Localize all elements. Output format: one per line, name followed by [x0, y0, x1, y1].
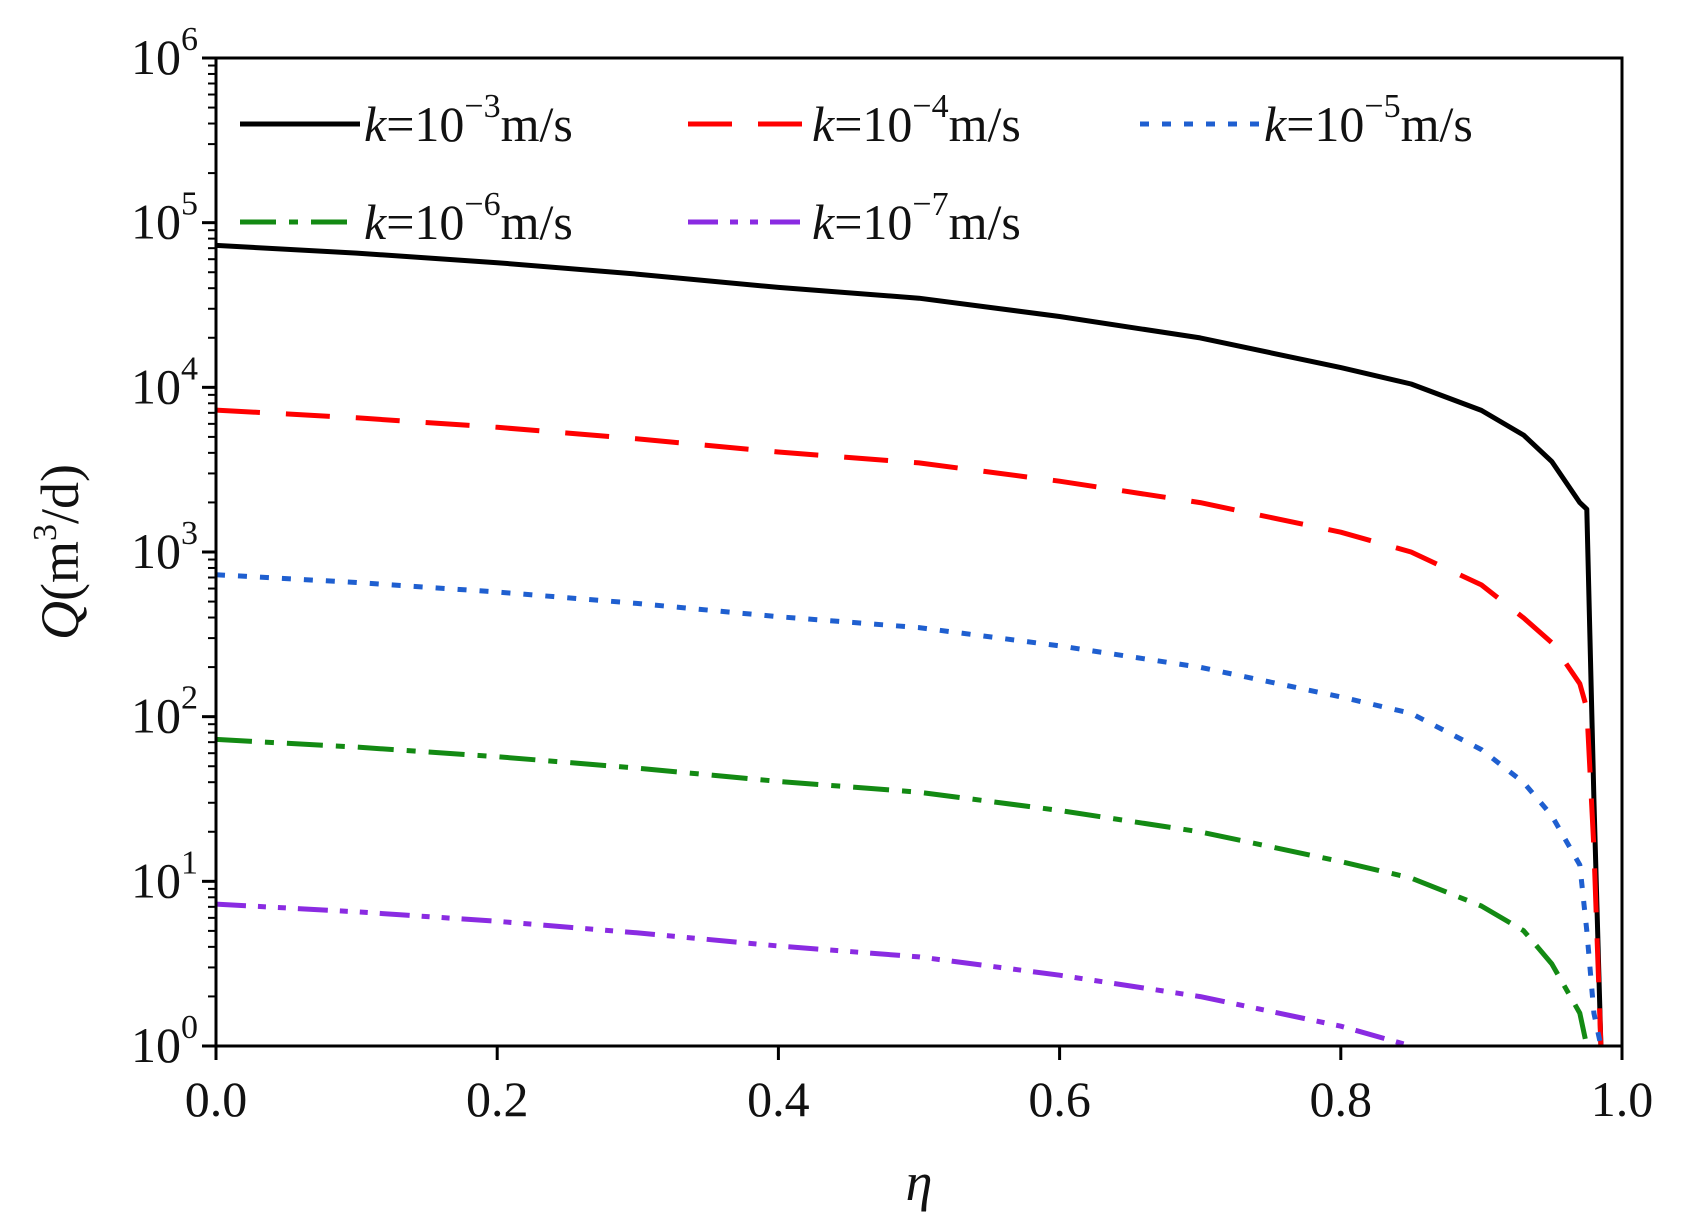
legend-entry: k=10−5m/s [1140, 88, 1473, 152]
x-tick-label: 1.0 [1591, 1071, 1654, 1127]
y-tick-base: 10 [131, 688, 181, 744]
series-line-k-1em7 [216, 901, 1412, 1046]
y-axis-unit-sup: 3 [27, 524, 64, 541]
legend-label: k=10−7m/s [812, 186, 1021, 250]
y-tick-base: 10 [131, 29, 181, 85]
y-axis-unit: (m [30, 541, 90, 601]
legend-exponent: −6 [464, 186, 500, 223]
y-tick-exponent: 0 [181, 1009, 198, 1046]
y-tick-label: 106 [131, 21, 198, 85]
x-tick-label: 0.8 [1310, 1071, 1373, 1127]
y-tick-base: 10 [131, 194, 181, 250]
legend-base: =10 [834, 194, 912, 250]
legend-entry: k=10−6m/s [240, 186, 573, 250]
y-tick-base: 10 [131, 1017, 181, 1073]
legend-unit: m/s [1401, 96, 1473, 152]
legend-label: k=10−4m/s [812, 88, 1021, 152]
y-tick-label: 104 [131, 350, 198, 414]
legend-exponent: −7 [912, 186, 948, 223]
axes: 0.0 0.2 0.4 0.6 0.8 1.0100101102103104105106η… [27, 21, 1653, 1212]
y-tick-exponent: 4 [181, 350, 198, 387]
x-tick-label: 0.2 [466, 1071, 529, 1127]
y-tick-base: 10 [131, 523, 181, 579]
y-tick-label: 103 [131, 515, 198, 579]
legend-label: k=10−3m/s [364, 88, 573, 152]
y-tick-base: 10 [131, 852, 181, 908]
legend-unit: m/s [501, 96, 573, 152]
legend-exponent: −5 [1364, 88, 1400, 125]
legend-base: =10 [386, 194, 464, 250]
legend-unit: m/s [949, 194, 1021, 250]
series-lines [216, 242, 1604, 1046]
y-tick-exponent: 1 [181, 844, 198, 881]
y-axis-var: Q [30, 601, 90, 640]
legend-entry: k=10−4m/s [688, 88, 1021, 152]
y-axis-title: Q(m3/d) [27, 464, 90, 640]
legend-entry: k=10−3m/s [240, 88, 573, 152]
legend-base: =10 [1286, 96, 1364, 152]
legend-label: k=10−6m/s [364, 186, 573, 250]
legend-base: =10 [386, 96, 464, 152]
legend-entry: k=10−7m/s [688, 186, 1021, 250]
legend-var: k [812, 96, 835, 152]
legend-label: k=10−5m/s [1264, 88, 1473, 152]
legend-var: k [364, 96, 387, 152]
y-tick-label: 101 [131, 844, 198, 908]
legend-unit: m/s [949, 96, 1021, 152]
legend-base: =10 [834, 96, 912, 152]
y-tick-exponent: 5 [181, 186, 198, 223]
y-tick-base: 10 [131, 358, 181, 414]
x-axis-title: η [906, 1152, 933, 1212]
x-tick-label: 0.6 [1028, 1071, 1091, 1127]
y-tick-label: 105 [131, 186, 198, 250]
legend-var: k [364, 194, 387, 250]
x-tick-label: 0.0 [185, 1071, 248, 1127]
y-tick-exponent: 2 [181, 680, 198, 717]
legend-var: k [812, 194, 835, 250]
legend-unit: m/s [501, 194, 573, 250]
legend: k=10−3m/s k=10−4m/s k=10−5m/sk=10−6m/s k=10… [240, 88, 1473, 250]
series-line-k-1em3 [216, 242, 1604, 1046]
y-axis-unit: /d) [30, 464, 90, 524]
legend-exponent: −3 [464, 88, 500, 125]
x-tick-label: 0.4 [747, 1071, 810, 1127]
series-line-k-1em6 [216, 736, 1590, 1046]
y-tick-exponent: 6 [181, 21, 198, 58]
legend-exponent: −4 [912, 88, 948, 125]
series-line-k-1em4 [216, 407, 1604, 1046]
y-tick-exponent: 3 [181, 515, 198, 552]
y-tick-label: 100 [131, 1009, 198, 1073]
y-tick-label: 102 [131, 680, 198, 744]
series-line-k-1em5 [216, 572, 1604, 1046]
legend-var: k [1264, 96, 1287, 152]
